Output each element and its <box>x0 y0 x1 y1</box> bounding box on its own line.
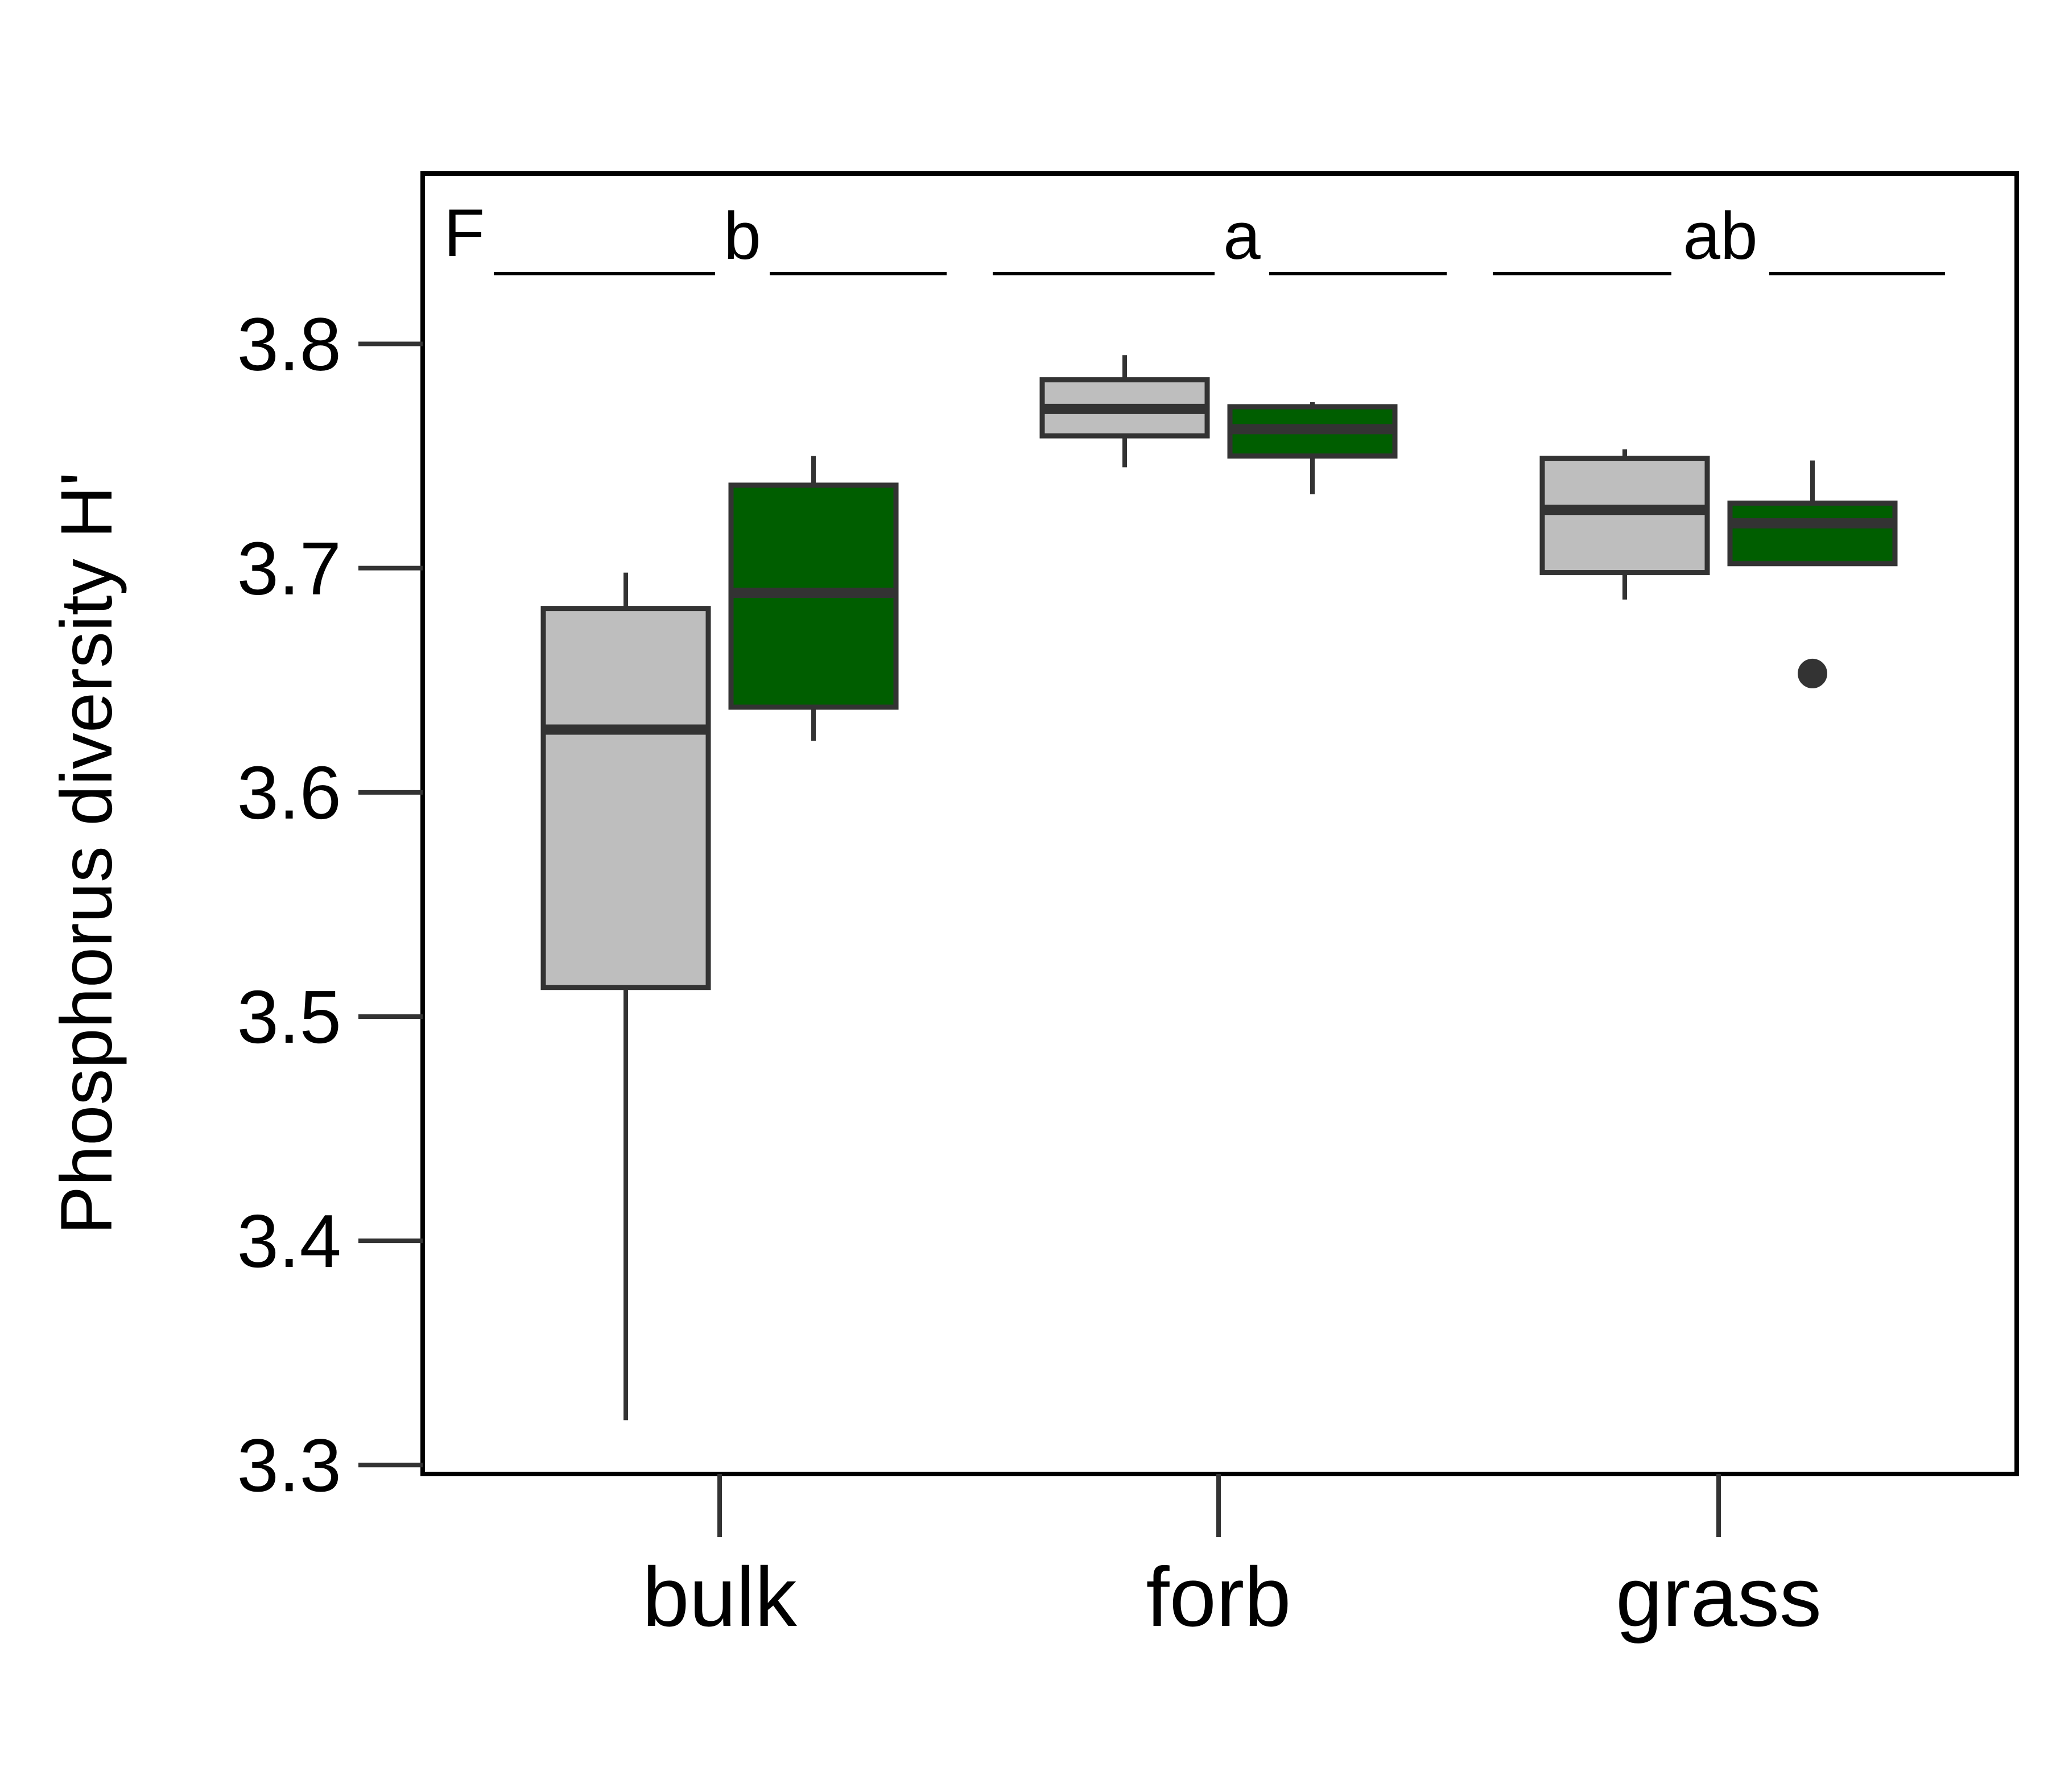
group-letter: b <box>724 199 761 274</box>
y-tick-label: 3.4 <box>237 1199 342 1283</box>
outlier-point <box>1798 658 1827 688</box>
y-tick-label: 3.8 <box>237 303 342 386</box>
x-tick-label: forb <box>1146 1550 1291 1644</box>
box-series <box>540 355 1898 1421</box>
y-axis-label: Phosphorus diversity H' <box>46 472 127 1235</box>
y-tick-label: 3.7 <box>237 527 342 610</box>
y-tick-label: 3.5 <box>237 975 342 1059</box>
group-letter: ab <box>1683 199 1757 274</box>
box <box>1727 500 1898 567</box>
box <box>540 606 711 990</box>
y-tick-label: 3.3 <box>237 1423 342 1507</box>
x-tick-label: bulk <box>642 1550 798 1644</box>
box <box>1539 456 1710 576</box>
x-tick-label: grass <box>1616 1550 1822 1644</box>
axis-ticks: 3.3 3.4 3.5 3.6 3.7 3.8 bulk forb grass <box>237 303 1822 1644</box>
panel-label: F <box>444 196 485 271</box>
y-tick-label: 3.6 <box>237 751 342 835</box>
group-letter: a <box>1223 199 1261 274</box>
